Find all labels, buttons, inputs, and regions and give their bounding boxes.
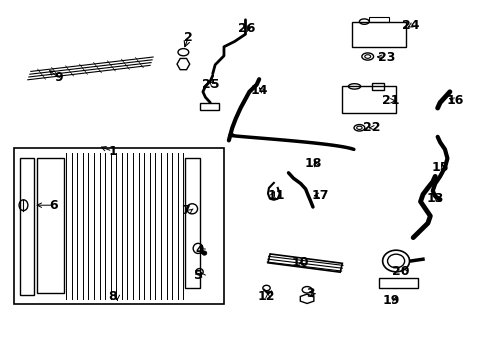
Bar	[371, 83, 383, 90]
Text: 13: 13	[426, 192, 443, 204]
Text: 12: 12	[257, 291, 275, 303]
Polygon shape	[177, 58, 189, 70]
Bar	[20, 158, 34, 295]
Bar	[368, 17, 388, 22]
Text: 15: 15	[430, 161, 448, 174]
Text: 24: 24	[401, 19, 419, 32]
Text: 14: 14	[250, 84, 267, 96]
Bar	[378, 278, 417, 288]
Polygon shape	[300, 294, 313, 303]
Text: 23: 23	[377, 51, 394, 64]
Text: 1: 1	[108, 145, 117, 158]
Text: 8: 8	[108, 291, 117, 303]
Text: 19: 19	[382, 294, 399, 307]
Text: 5: 5	[193, 269, 202, 282]
Text: 25: 25	[201, 78, 219, 91]
Text: 21: 21	[382, 94, 399, 107]
Bar	[342, 86, 395, 113]
Text: 6: 6	[49, 199, 58, 212]
Text: 7: 7	[181, 204, 190, 217]
Text: 2: 2	[183, 31, 192, 44]
Text: 22: 22	[362, 121, 380, 134]
Bar	[351, 22, 405, 47]
Bar	[267, 254, 342, 272]
Ellipse shape	[202, 251, 206, 255]
Text: 16: 16	[445, 94, 463, 107]
Text: 9: 9	[54, 71, 63, 84]
Text: 10: 10	[291, 256, 309, 269]
Text: 18: 18	[304, 157, 321, 170]
Text: 11: 11	[267, 189, 285, 202]
Text: 3: 3	[305, 287, 314, 300]
Bar	[37, 158, 63, 293]
Text: 4: 4	[195, 244, 203, 257]
Text: 17: 17	[311, 189, 328, 202]
Bar	[14, 148, 224, 304]
Text: 26: 26	[238, 22, 255, 35]
Bar	[199, 103, 219, 110]
Text: 20: 20	[391, 265, 409, 278]
Bar	[184, 158, 199, 288]
